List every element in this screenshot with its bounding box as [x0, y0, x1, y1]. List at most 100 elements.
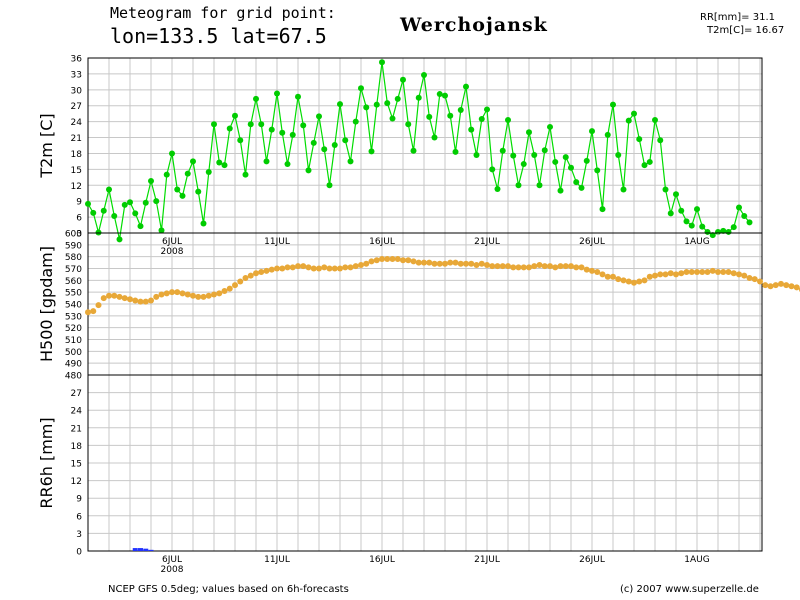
temperature-point	[520, 161, 527, 168]
h500-point	[373, 257, 380, 264]
h500-point	[678, 270, 685, 277]
temperature-point	[436, 91, 443, 98]
temperature-point	[615, 152, 622, 159]
h500-point	[536, 261, 543, 268]
temperature-point	[116, 236, 123, 243]
temperature-point	[736, 204, 742, 211]
h500-point	[699, 269, 706, 276]
h500-point	[274, 265, 280, 272]
x-tick-label: 26JUL	[579, 555, 605, 565]
temperature-point	[232, 112, 238, 119]
h500-point	[499, 263, 506, 270]
data-source-note: NCEP GFS 0.5deg; values based on 6h-fore…	[108, 584, 349, 595]
h500-point	[384, 256, 391, 263]
h500-point	[121, 295, 128, 302]
x-tick-label: 11JUL	[264, 555, 290, 565]
temperature-point	[279, 129, 286, 136]
temperature-point	[95, 229, 102, 236]
x-tick-label: 16JUL	[369, 237, 395, 247]
h500-point	[730, 270, 737, 277]
h500-point	[316, 265, 322, 272]
temperature-point	[641, 162, 648, 169]
temperature-point	[169, 150, 175, 157]
h500-point	[625, 278, 632, 285]
temperature-point	[536, 182, 543, 189]
h500-point	[279, 265, 286, 272]
h500-point	[778, 280, 784, 287]
temperature-point	[573, 179, 580, 186]
temperature-point	[725, 228, 732, 235]
h500-point	[95, 302, 102, 309]
temperature-point	[90, 209, 97, 216]
temperature-point	[148, 178, 154, 185]
h500-point	[190, 292, 196, 299]
y-tick-label: 0	[76, 548, 82, 558]
h500-point	[394, 256, 401, 263]
temperature-point	[258, 121, 265, 128]
temperature-point	[484, 106, 490, 113]
h500-point	[347, 264, 354, 271]
h500-point	[562, 263, 569, 270]
panel-frame	[87, 374, 763, 552]
h500-point	[184, 291, 191, 298]
y-tick-label: 3	[76, 230, 82, 240]
temperature-point	[610, 101, 616, 108]
h500-point	[646, 273, 653, 280]
x-year-label: 2008	[161, 565, 184, 575]
h500-point	[305, 264, 312, 271]
y-tick-label: 560	[65, 277, 82, 287]
h500-point	[568, 263, 574, 270]
temperature-point	[158, 227, 165, 234]
h500-point	[284, 264, 291, 271]
h500-point	[757, 278, 763, 285]
temperature-point	[531, 152, 538, 159]
y-tick-label: 21	[71, 424, 82, 434]
precip-total-readout: RR[mm]= 31.1	[700, 12, 776, 23]
temperature-point	[253, 95, 259, 102]
h500-point	[767, 283, 774, 290]
temperature-point	[221, 162, 228, 169]
h500-point	[289, 264, 296, 271]
y-tick-label: 24	[71, 407, 83, 417]
y-tick-label: 33	[71, 70, 82, 80]
h500-point	[457, 260, 464, 267]
temperature-point	[421, 71, 427, 78]
y-tick-label: 15	[71, 460, 82, 470]
temperature-point	[447, 112, 454, 119]
h500-point	[321, 264, 328, 271]
temperature-point	[363, 104, 370, 111]
x-tick-label: 21JUL	[474, 237, 500, 247]
grid-point-coordinates: lon=133.5 lat=67.5	[110, 24, 327, 48]
temperature-point	[625, 117, 632, 124]
h500-point	[725, 269, 732, 276]
h500-point	[158, 291, 165, 298]
h500-point	[583, 266, 590, 273]
x-tick-label: 21JUL	[474, 555, 500, 565]
y-tick-label: 18	[71, 442, 83, 452]
h500-point	[510, 264, 517, 271]
temperature-point	[515, 182, 522, 189]
y-tick-label: 480	[65, 372, 82, 382]
h500-point	[436, 260, 443, 267]
precip-bar	[143, 548, 149, 551]
temperature-point	[478, 115, 485, 122]
h500-point	[652, 272, 658, 279]
temperature-point	[599, 206, 606, 213]
y-tick-label: 27	[71, 389, 82, 399]
h500-point	[578, 264, 585, 271]
temperature-point	[673, 191, 679, 198]
h500-point	[552, 264, 559, 271]
precip-bar	[138, 548, 143, 551]
temperature-point	[662, 186, 669, 193]
h500-point	[85, 309, 91, 316]
temperature-point	[289, 131, 296, 138]
temperature-point	[142, 199, 149, 206]
temperature-point	[494, 185, 501, 192]
x-tick-label: 1AUG	[684, 555, 709, 565]
y-tick-label: 3	[76, 530, 82, 540]
h500-point	[604, 273, 611, 280]
temperature-point	[358, 85, 364, 92]
h500-point	[631, 279, 637, 286]
h500-point	[352, 263, 359, 270]
y-tick-label: 6	[76, 214, 82, 224]
